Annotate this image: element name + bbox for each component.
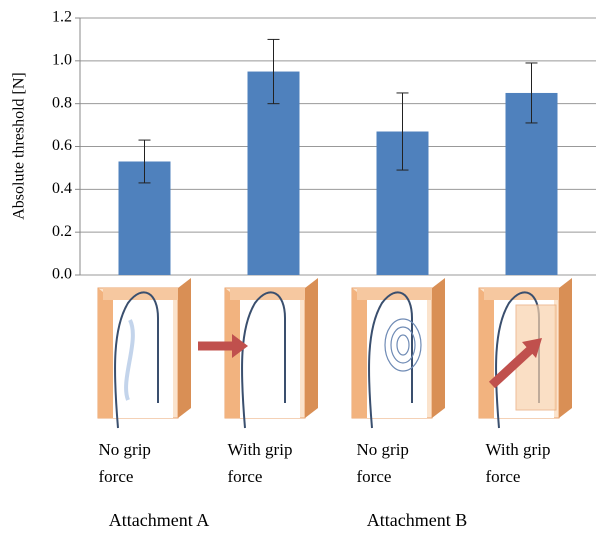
- x-tick-label: No grip force: [98, 440, 151, 486]
- y-tick-label: 0.6: [52, 137, 72, 154]
- error-bar: [138, 139, 151, 184]
- group-label: Attachment A: [108, 510, 210, 530]
- x-tick-label: With grip force: [485, 440, 551, 486]
- y-tick-label: 1.2: [52, 9, 72, 26]
- illustration: [97, 277, 573, 429]
- group-label: Attachment B: [366, 510, 468, 530]
- error-bar: [396, 92, 409, 171]
- y-tick-label: 0.8: [52, 94, 72, 111]
- x-tick-label: No grip force: [356, 440, 409, 486]
- bar: [247, 71, 300, 276]
- error-bar: [525, 62, 538, 124]
- y-tick-label: 0.0: [52, 266, 72, 283]
- x-tick-label: With grip force: [227, 440, 293, 486]
- y-tick-label: 0.4: [52, 180, 72, 197]
- y-tick-label: 0.2: [52, 223, 72, 240]
- error-bar: [267, 38, 280, 105]
- y-tick-label: 1.0: [52, 52, 72, 69]
- y-axis-label: Absolute threshold [N]: [11, 72, 28, 220]
- plot-area: 0.0 0.2 0.4 0.6 0.8 1.0 1.2: [52, 9, 596, 283]
